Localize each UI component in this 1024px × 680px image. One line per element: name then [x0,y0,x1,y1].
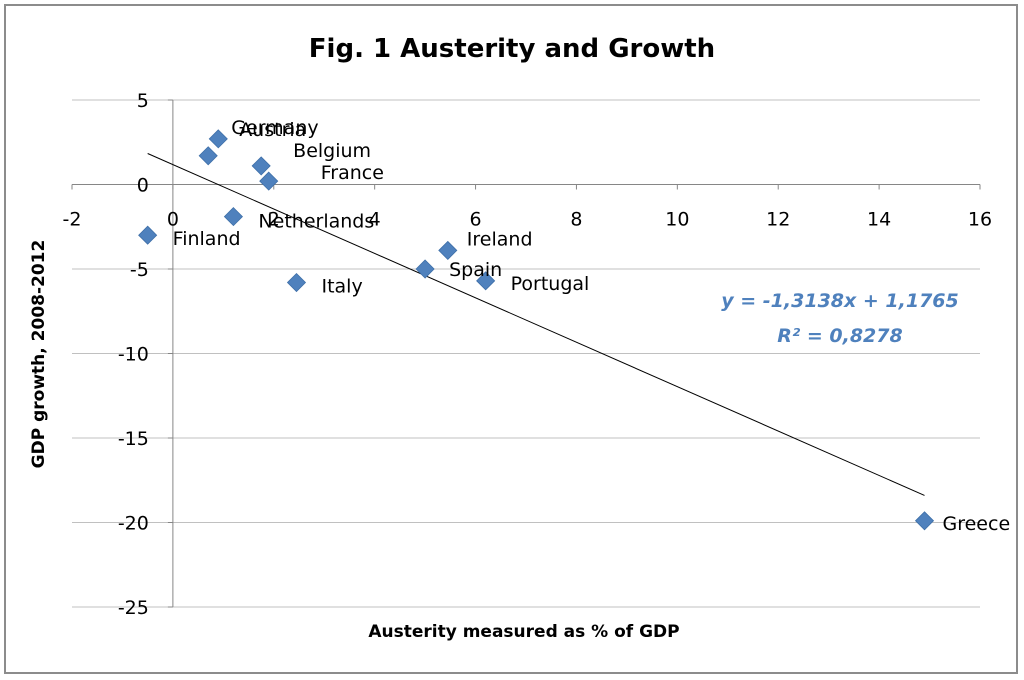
y-tick-label: -5 [130,259,149,281]
data-point [438,240,458,260]
y-tick-label: 5 [137,90,149,112]
data-points [138,129,935,531]
data-point [198,146,218,166]
point-label: Finland [173,228,241,250]
data-point [415,259,435,279]
x-tick-label: 16 [968,209,992,231]
data-point [251,156,271,176]
trendline-equation: y = -1,3138x + 1,1765 [721,290,958,312]
trendline-group [147,153,925,496]
point-label: France [321,162,384,184]
x-tick-label: 10 [665,209,689,231]
point-label: Greece [943,513,1011,535]
point-label: Portugal [511,273,590,295]
data-point [208,129,228,149]
trendline-r-squared: R² = 0,8278 [777,325,902,347]
x-tick-label: 14 [867,209,891,231]
x-tick-label: 12 [766,209,790,231]
point-label: Spain [449,259,502,281]
x-tick-label: -2 [63,209,82,231]
point-label: Italy [321,276,362,298]
trendline [147,153,925,496]
data-point [223,207,243,227]
y-tick-label: -10 [118,344,149,366]
axes [71,99,981,608]
x-tick-label: 2 [268,209,280,231]
y-tick-label: -20 [118,513,149,535]
point-label: Austria [239,119,306,141]
x-tick-label: 0 [167,209,179,231]
point-label: Ireland [467,228,533,250]
point-label: Netherlands [258,211,374,233]
x-tick-labels: -2 0 2 4 6 8 10 12 14 16 [63,209,993,231]
y-tick-label: 0 [137,175,149,197]
x-axis-title: Austerity measured as % of GDP [368,622,679,642]
y-tick-label: -15 [118,428,149,450]
x-tick-label: 4 [369,209,381,231]
point-label: Belgium [293,140,371,162]
y-tick-labels: 5 0 -5 -10 -15 -20 -25 [118,90,149,619]
y-tick-label: -25 [118,597,149,619]
data-point [286,272,307,293]
point-label: Germany [231,117,318,139]
y-axis-title: GDP growth, 2008-2012 [29,240,49,469]
chart-title: Fig. 1 Austerity and Growth [309,34,715,64]
data-point [138,225,158,245]
data-point [914,511,935,531]
gridlines [72,99,980,608]
data-point [259,171,279,191]
x-tick-label: 8 [570,209,582,231]
data-point [476,271,496,291]
x-tick-label: 6 [470,209,482,231]
